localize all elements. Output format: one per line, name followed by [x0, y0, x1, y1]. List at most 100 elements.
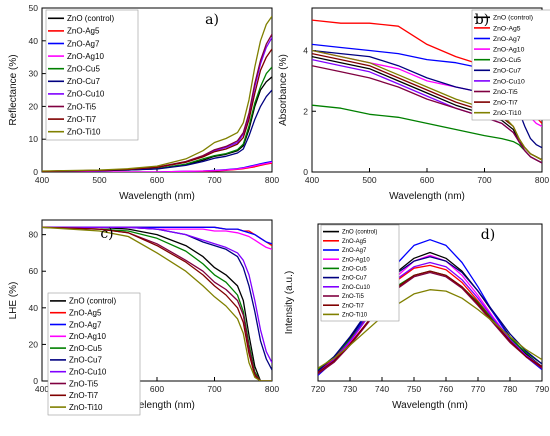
x-tick-label: 700	[477, 175, 491, 185]
x-tick-label: 500	[362, 175, 376, 185]
x-tick-label: 750	[407, 384, 421, 394]
legend-entry: ZnO-Cu5	[69, 344, 102, 353]
legend-entry: ZnO-Cu7	[342, 276, 367, 282]
y-tick-label: 2	[303, 106, 308, 116]
legend-entry: ZnO-Ti5	[493, 89, 518, 96]
x-tick-label: 770	[471, 384, 485, 394]
legend-entry: ZnO-Ag5	[69, 309, 102, 318]
legend-entry: ZnO-Ti10	[493, 110, 522, 117]
x-axis-label: Wavelength (nm)	[389, 191, 465, 202]
x-tick-label: 700	[207, 384, 221, 394]
legend-entry: ZnO-Ti7	[67, 115, 97, 124]
legend-entry: ZnO-Ag10	[69, 332, 106, 341]
panel-label: d)	[481, 227, 495, 243]
series-line-zno-control-	[42, 226, 272, 381]
chart-panel-4: 720 730 740 750 760 770 780 790 Wavelength (nm) I…	[284, 223, 549, 411]
legend-entry: ZnO-Ti5	[69, 379, 99, 388]
legend-entry: ZnO-Ag10	[342, 257, 370, 263]
legend: ZnO (control) ZnO-Ag5 ZnO-Ag7 ZnO-Ag10 ZnO-C…	[471, 9, 550, 121]
legend-entry: ZnO-Ag7	[69, 320, 102, 329]
x-tick-label: 780	[503, 384, 517, 394]
legend-entry: ZnO (control)	[342, 230, 377, 236]
series-line-zno-ti10	[318, 289, 542, 369]
legend-entry: ZnO-Cu7	[67, 77, 100, 86]
y-tick-label: 60	[29, 266, 39, 276]
y-tick-label: 30	[29, 69, 39, 79]
legend-entry: ZnO (control)	[69, 297, 116, 306]
x-axis-label: Wavelength (nm)	[119, 400, 195, 411]
legend-entry: ZnO-Cu7	[493, 68, 521, 75]
legend-entry: ZnO-Ti7	[69, 391, 99, 400]
chart-panel-2: 400 500 600 700 800 0 2 4 Wavelength (nm) Absorba…	[278, 7, 550, 202]
x-tick-label: 720	[311, 384, 325, 394]
series-line-zno-ti5	[312, 65, 542, 164]
y-tick-label: 4	[303, 46, 308, 56]
series-group	[318, 239, 542, 376]
x-tick-label: 740	[375, 384, 389, 394]
legend-entry: ZnO-Ti5	[342, 294, 364, 300]
series-line-zno-cu7	[318, 256, 542, 372]
legend-entry: ZnO-Cu5	[493, 57, 521, 64]
chart-panel-1: 400 500 600 700 800 0 10 20 30 40 50 Wavelength (nm…	[8, 3, 279, 202]
legend-entry: ZnO-Cu10	[69, 368, 107, 377]
x-tick-label: 600	[420, 175, 434, 185]
series-line-zno-ti7	[318, 270, 542, 373]
x-axis-label: Wavelength (nm)	[392, 400, 468, 411]
y-tick-label: 0	[303, 167, 308, 177]
series-line-zno-ag10	[42, 161, 272, 172]
series-group	[42, 15, 272, 172]
legend-entry: ZnO-Ti7	[342, 303, 364, 309]
x-axis-label: Wavelength (nm)	[119, 191, 195, 202]
series-line-zno-ti7	[42, 48, 272, 172]
y-axis-label: LHE (%)	[8, 282, 19, 320]
y-tick-label: 0	[33, 167, 38, 177]
y-axis-label: Intensity (a.u.)	[284, 271, 295, 334]
y-tick-label: 20	[29, 101, 39, 111]
plot-frame	[317, 223, 543, 382]
legend-entry: ZnO-Ag5	[493, 25, 521, 32]
x-tick-label: 400	[35, 175, 49, 185]
legend-entry: ZnO-Ag10	[493, 46, 525, 53]
x-tick-label: 600	[150, 175, 164, 185]
x-tick-label: 790	[535, 384, 549, 394]
legend-entry: ZnO-Cu5	[342, 267, 367, 273]
legend: ZnO (control) ZnO-Ag5 ZnO-Ag7 ZnO-Ag10 ZnO-C…	[45, 9, 139, 141]
legend-entry: ZnO-Ag7	[67, 39, 100, 48]
chart-panel-3: 400500600700800020406080Wavelength (nm)L…	[8, 219, 279, 416]
y-tick-label: 10	[29, 134, 39, 144]
y-tick-label: 20	[29, 339, 39, 349]
panel-label: c)	[100, 226, 113, 242]
series-group	[42, 226, 272, 381]
legend-entry: ZnO-Cu10	[67, 90, 105, 99]
panel-label: b)	[475, 12, 489, 28]
legend-entry: ZnO-Cu5	[67, 65, 100, 74]
x-tick-label: 760	[439, 384, 453, 394]
legend-entry: ZnO (control)	[493, 15, 533, 22]
series-line-zno-ti10	[42, 15, 272, 172]
legend-entry: ZnO-Ag7	[493, 36, 521, 43]
legend-entry: ZnO-Ti10	[67, 128, 101, 137]
series-line-zno-ti10	[42, 226, 272, 381]
legend-entry: ZnO-Ti5	[67, 102, 97, 111]
y-tick-label: 40	[29, 36, 39, 46]
x-tick-label: 800	[535, 175, 549, 185]
series-line-zno-cu10	[318, 261, 542, 373]
y-tick-label: 80	[29, 230, 39, 240]
x-tick-label: 400	[305, 175, 319, 185]
y-tick-label: 50	[29, 3, 39, 13]
x-tick-label: 700	[207, 175, 221, 185]
y-tick-label: 0	[33, 376, 38, 386]
series-line-zno-cu7	[42, 89, 272, 172]
legend: ZnO (control) ZnO-Ag5 ZnO-Ag7 ZnO-Ag10 ZnO-C…	[320, 224, 400, 322]
legend: ZnO (control) ZnO-Ag5 ZnO-Ag7 ZnO-Ag10 ZnO-C…	[47, 292, 141, 416]
legend-entry: ZnO-Cu7	[69, 356, 102, 365]
panel-label: a)	[205, 12, 219, 28]
y-axis-label: Absorbance (%)	[278, 54, 289, 126]
legend-entry: ZnO-Cu10	[493, 78, 525, 85]
legend-entry: ZnO-Ag10	[67, 52, 104, 61]
x-tick-label: 600	[150, 384, 164, 394]
legend-entry: ZnO-Cu10	[342, 285, 371, 291]
series-line-zno-ti5	[318, 271, 542, 375]
x-tick-label: 730	[343, 384, 357, 394]
